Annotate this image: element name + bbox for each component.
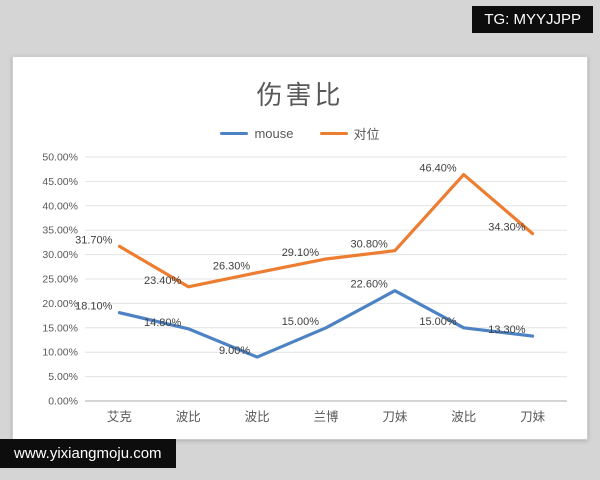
legend-swatch-duiwei <box>319 131 348 136</box>
legend-item-mouse: mouse <box>220 126 294 141</box>
line-chart: 0.00% 5.00% 10.00% 15.00% 20.00% 25.00% 30.00%… <box>42 152 567 424</box>
svg-text:艾克: 艾克 <box>107 410 132 424</box>
svg-text:34.30%: 34.30% <box>488 222 526 234</box>
svg-text:15.00%: 15.00% <box>282 316 320 328</box>
svg-text:29.10%: 29.10% <box>282 247 320 259</box>
svg-text:波比: 波比 <box>176 410 201 424</box>
svg-text:兰博: 兰博 <box>313 409 339 424</box>
svg-text:23.40%: 23.40% <box>144 275 182 287</box>
svg-text:20.00%: 20.00% <box>42 298 78 310</box>
svg-text:35.00%: 35.00% <box>42 225 78 237</box>
svg-text:18.10%: 18.10% <box>75 301 113 313</box>
svg-text:10.00%: 10.00% <box>42 347 78 359</box>
tg-watermark-badge: TG: MYYJJPP <box>472 6 593 33</box>
site-watermark-badge: www.yixiangmoju.com <box>0 439 176 468</box>
legend-item-duiwei: 对位 <box>319 124 380 143</box>
svg-text:30.00%: 30.00% <box>42 249 78 261</box>
svg-text:45.00%: 45.00% <box>42 176 78 188</box>
svg-text:31.70%: 31.70% <box>75 234 113 246</box>
svg-text:5.00%: 5.00% <box>48 371 78 383</box>
chart-title: 伤害比 <box>256 80 344 110</box>
svg-text:9.00%: 9.00% <box>219 345 250 357</box>
svg-text:波比: 波比 <box>245 410 270 424</box>
svg-text:0.00%: 0.00% <box>48 396 78 408</box>
svg-text:26.30%: 26.30% <box>213 261 251 273</box>
svg-text:46.40%: 46.40% <box>419 163 457 175</box>
svg-text:13.30%: 13.30% <box>488 324 526 336</box>
svg-text:30.80%: 30.80% <box>351 239 389 251</box>
legend-label-duiwei: 对位 <box>353 127 380 142</box>
svg-text:25.00%: 25.00% <box>42 274 78 286</box>
svg-text:15.00%: 15.00% <box>42 322 78 334</box>
svg-text:波比: 波比 <box>451 410 476 424</box>
legend-label-mouse: mouse <box>254 126 294 141</box>
svg-text:14.80%: 14.80% <box>144 317 182 329</box>
svg-text:刀妹: 刀妹 <box>520 410 546 424</box>
legend-swatch-mouse <box>220 131 249 136</box>
svg-text:22.60%: 22.60% <box>351 279 389 291</box>
chart-legend: mouse 对位 <box>21 124 579 143</box>
svg-text:50.00%: 50.00% <box>42 152 78 164</box>
svg-text:15.00%: 15.00% <box>419 316 457 328</box>
chart-panel: 伤害比 mouse 对位 0.00% 5.00% 10.00% 15.00% 20.00… <box>12 56 588 440</box>
svg-text:刀妹: 刀妹 <box>382 410 408 424</box>
svg-text:40.00%: 40.00% <box>42 200 78 212</box>
